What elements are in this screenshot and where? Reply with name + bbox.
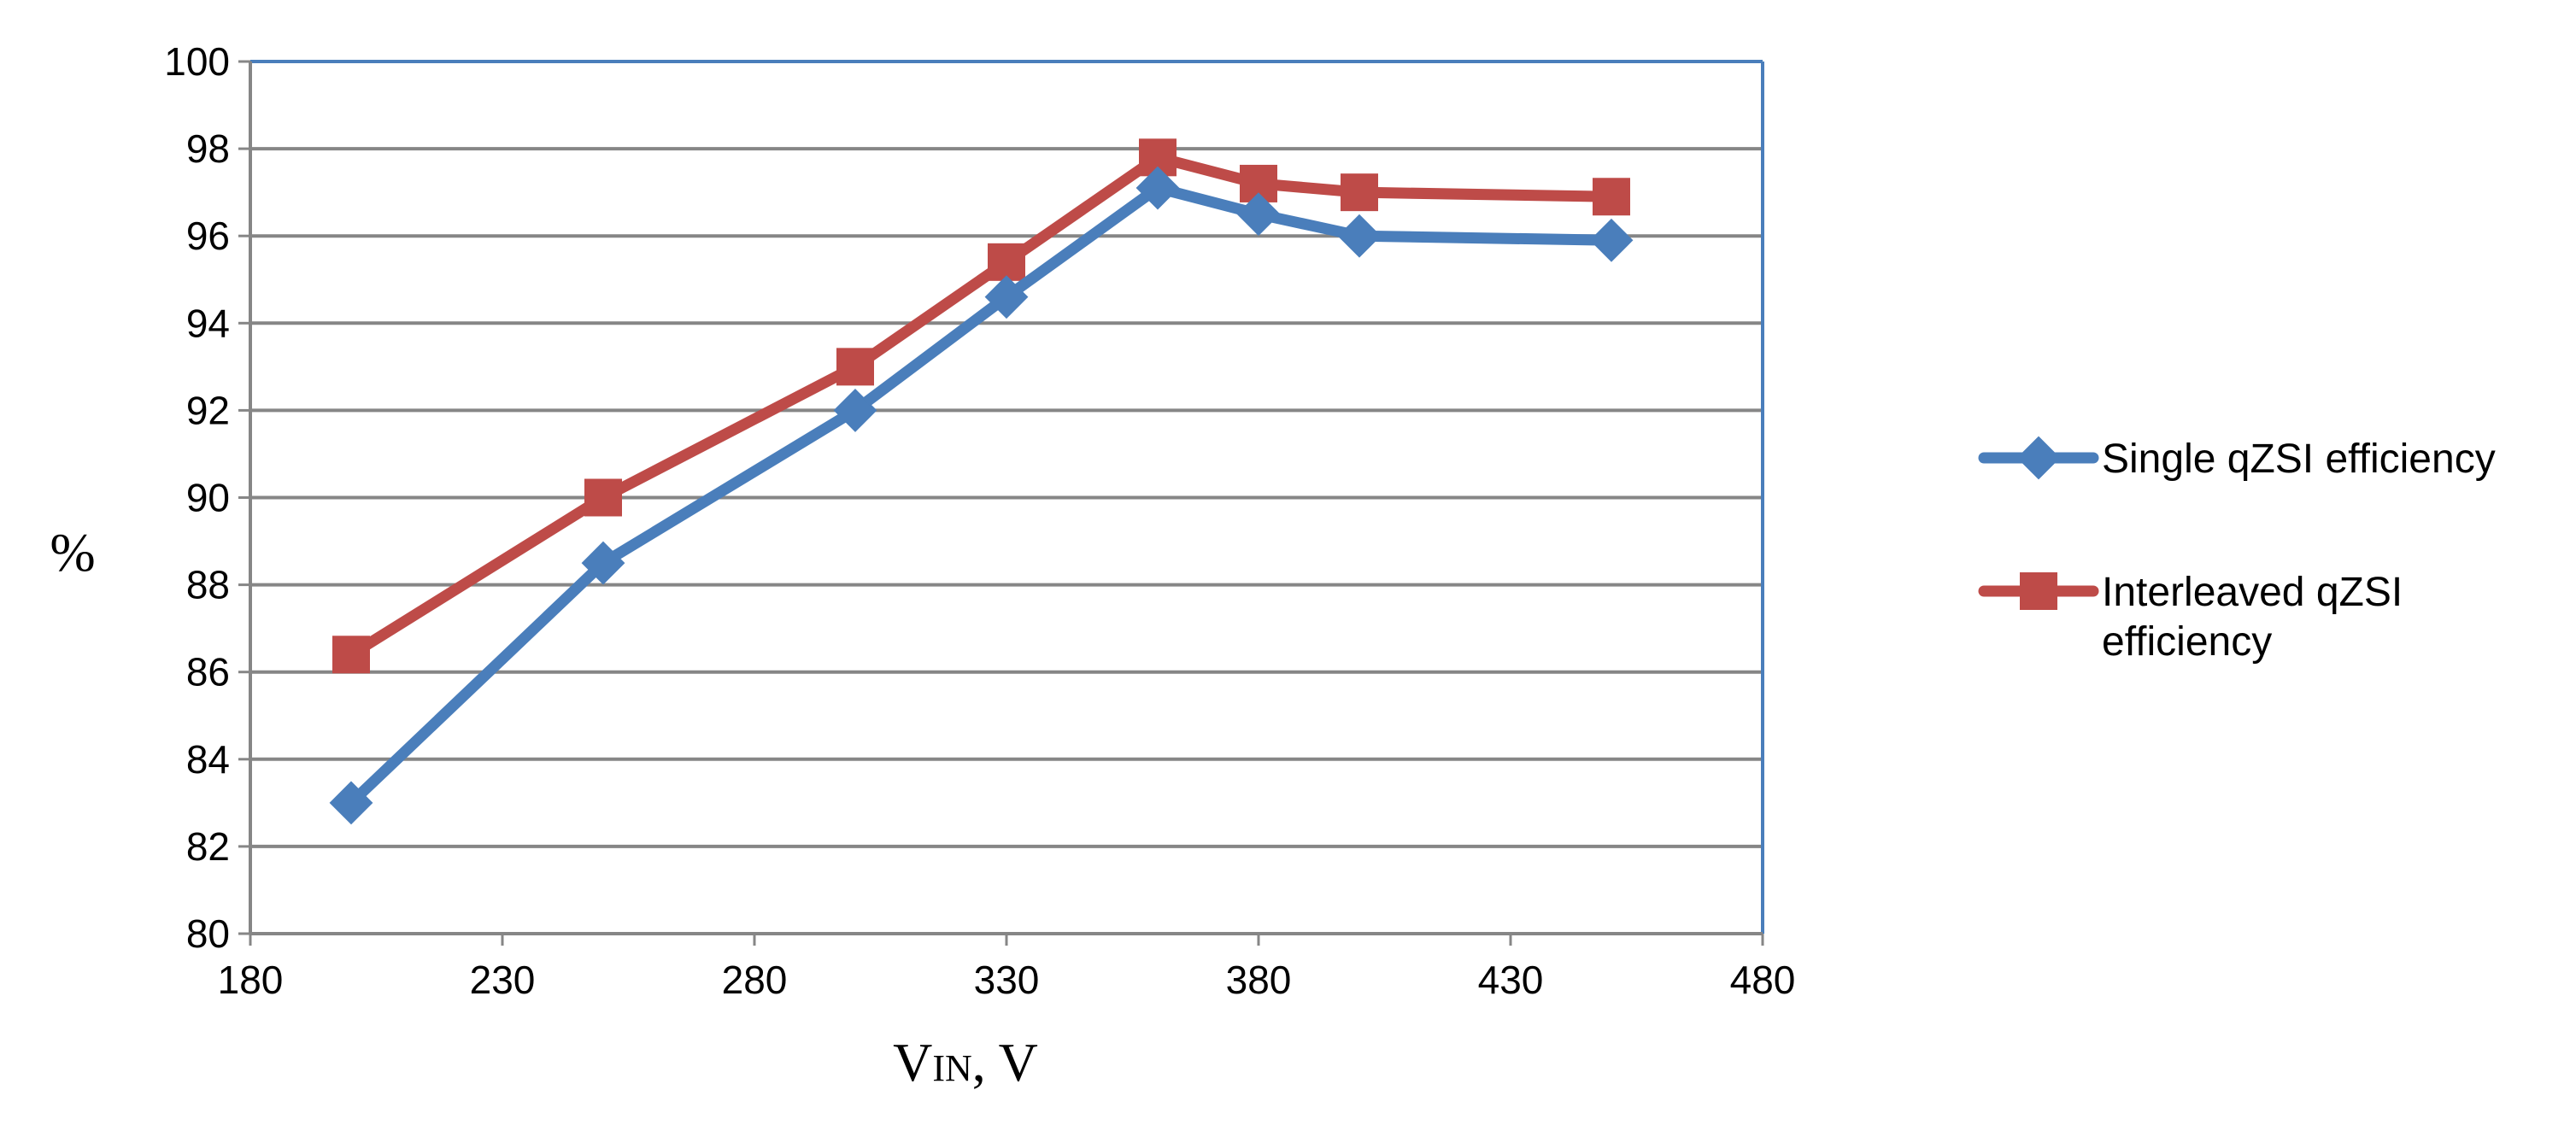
x-axis-label-subscript: IN: [932, 1047, 971, 1089]
y-tick-label: 98: [186, 126, 230, 171]
y-tick-label: 84: [186, 737, 230, 782]
x-axis-label: VIN, V: [893, 1032, 1038, 1093]
x-tick-label: 480: [1730, 958, 1796, 1002]
legend-swatch-marker: [2016, 436, 2061, 480]
legend-label: efficiency: [2102, 619, 2272, 665]
x-tick-label: 380: [1226, 958, 1292, 1002]
data-point: [1341, 173, 1378, 212]
x-axis-label-main: V: [893, 1032, 932, 1093]
data-point: [329, 781, 373, 825]
legend-label: Single qZSI efficiency: [2102, 437, 2496, 482]
data-point: [984, 275, 1029, 319]
data-point: [1589, 218, 1634, 262]
series-single: [329, 166, 1634, 825]
y-tick-label: 86: [186, 650, 230, 694]
data-point: [581, 541, 625, 585]
data-point: [1593, 178, 1630, 216]
series-group: [329, 138, 1634, 825]
y-axis-label: %: [50, 522, 95, 583]
y-tick-label: 92: [186, 388, 230, 432]
data-point: [1236, 192, 1281, 237]
grid-lines: [250, 147, 1763, 848]
data-point: [988, 243, 1025, 281]
x-tick-label: 430: [1478, 958, 1544, 1002]
tick-labels: 80 82 84 86 88 90 92 94 96 98 100 180 230 280 330 380 43…: [164, 39, 1795, 1002]
y-tick-label: 90: [186, 476, 230, 520]
y-tick-label: 82: [186, 824, 230, 869]
data-point: [1337, 214, 1382, 258]
data-point: [836, 348, 874, 386]
axes: [238, 60, 1764, 946]
x-axis-label-suffix: , V: [972, 1032, 1038, 1093]
legend-swatch-marker: [2020, 572, 2057, 610]
legend-item: Single qZSI efficiency: [1978, 436, 2496, 482]
legend: Single qZSI efficiency Interleaved qZSIef…: [1978, 436, 2496, 665]
y-tick-label: 96: [186, 214, 230, 258]
y-tick-label: 88: [186, 563, 230, 607]
legend-label: Interleaved qZSI: [2102, 570, 2403, 615]
y-tick-label: 80: [186, 911, 230, 956]
x-tick-label: 330: [974, 958, 1040, 1002]
data-point: [584, 478, 622, 517]
y-tick-label: 100: [164, 39, 230, 84]
data-point: [833, 388, 877, 432]
x-tick-label: 180: [218, 958, 284, 1002]
data-point: [1135, 166, 1180, 210]
series-interleaved: [332, 138, 1630, 674]
y-tick-label: 94: [186, 301, 230, 345]
x-tick-label: 280: [722, 958, 788, 1002]
data-point: [332, 636, 370, 674]
x-tick-label: 230: [470, 958, 536, 1002]
